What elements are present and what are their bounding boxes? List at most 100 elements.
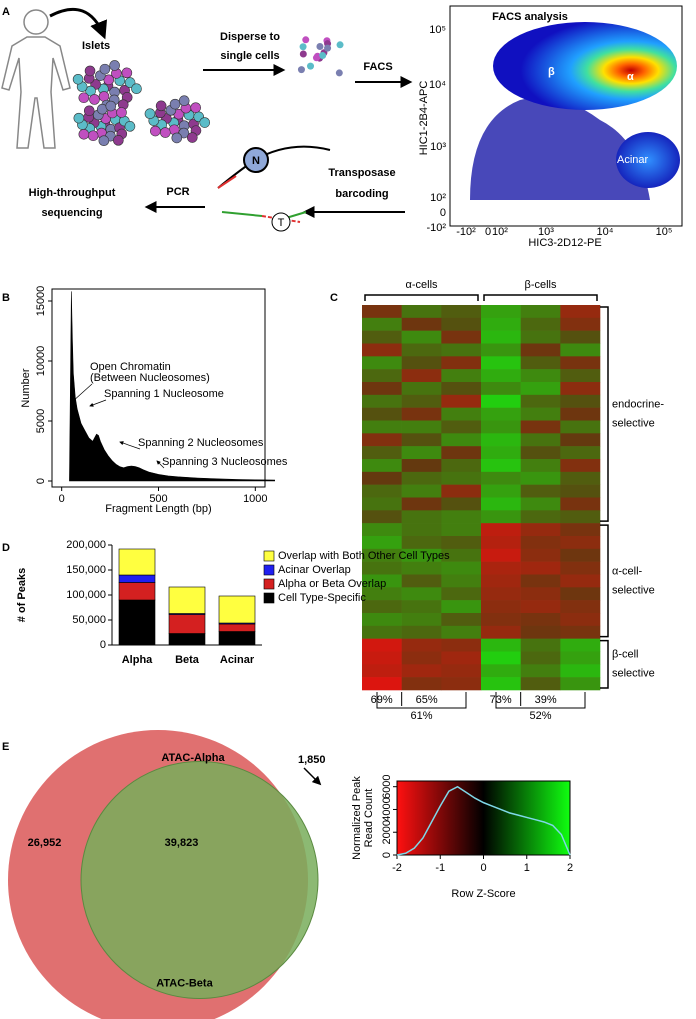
transposase-label: Transposase <box>328 167 395 179</box>
heatmap-cell <box>481 305 521 319</box>
heatmap-cell <box>401 574 442 588</box>
heatmap-cell <box>401 356 442 370</box>
legend-label: Overlap with Both Other Cell Types <box>278 550 450 562</box>
pcr-label: PCR <box>166 186 189 198</box>
heatmap-cell <box>481 510 521 524</box>
heatmap-cell <box>441 305 482 319</box>
heatmap-cell <box>441 510 482 524</box>
heatmap-cell <box>401 651 442 665</box>
column-bracket <box>364 294 479 301</box>
facs-y-tick-label: 10² <box>430 192 446 204</box>
disperse-label: Disperse to <box>220 31 280 43</box>
heatmap-cell <box>441 548 482 562</box>
overlap-bracket <box>495 692 586 709</box>
heatmap-cell <box>520 446 561 460</box>
panel-letter: A <box>2 6 10 18</box>
heatmap-cell <box>362 625 402 639</box>
heatmap-cell <box>520 407 561 421</box>
head <box>23 9 49 35</box>
facs-y-tick-label: 10³ <box>430 141 446 153</box>
heatmap-cell <box>362 330 402 344</box>
heatmap-cell <box>520 343 561 357</box>
overlap-bracket <box>376 692 467 709</box>
heatmap-cell <box>362 407 402 421</box>
heatmap-cell <box>481 446 521 460</box>
heatmap-cell <box>362 420 402 434</box>
heatmap-cell <box>441 497 482 511</box>
y-tick-label: 0 <box>100 639 106 651</box>
cell <box>105 100 117 112</box>
x-axis-label: Row Z-Score <box>451 888 515 900</box>
bar-segment <box>118 599 156 646</box>
venn-set <box>80 761 319 999</box>
facs-y-tick-label: 10⁴ <box>429 79 446 91</box>
heatmap-cell <box>441 600 482 614</box>
heatmap-cell <box>401 305 442 319</box>
heatmap-cell <box>441 433 482 447</box>
overlap-label: 69% <box>371 694 393 706</box>
heatmap-cell <box>560 433 601 447</box>
region-label: 26,952 <box>28 837 62 849</box>
heatmap-cell <box>520 330 561 344</box>
panel-letter: E <box>2 741 9 753</box>
heatmap-cell <box>362 651 402 665</box>
heatmap-cell <box>441 523 482 537</box>
color-key <box>396 780 571 856</box>
heatmap-cell <box>441 574 482 588</box>
y-tick-label: 0 <box>381 852 393 858</box>
heatmap-cell <box>560 407 601 421</box>
heatmap-cell <box>560 587 601 601</box>
cell <box>178 95 190 107</box>
heatmap-cell <box>441 459 482 473</box>
annotation-arrow <box>89 399 107 407</box>
dna <box>217 145 331 189</box>
body <box>1 36 71 149</box>
y-tick-label: 50,000 <box>72 614 106 626</box>
x-tick-label: 2 <box>567 862 573 874</box>
heatmap-cell <box>481 420 521 434</box>
heatmap-cell <box>401 677 442 691</box>
cell <box>169 98 181 110</box>
y-axis-label: Read Count <box>363 789 375 848</box>
set-label: ATAC-Beta <box>156 977 213 989</box>
heatmap-cell <box>362 523 402 537</box>
heatmap-cell <box>481 677 521 691</box>
annotation-arrow <box>71 383 93 403</box>
islets-label: Islets <box>82 40 110 52</box>
heatmap-cell <box>560 330 601 344</box>
heatmap-cell <box>560 510 601 524</box>
heatmap-cell <box>401 613 442 627</box>
heatmap-cell <box>560 459 601 473</box>
heatmap-cell <box>362 548 402 562</box>
heatmap-cell <box>520 459 561 473</box>
cell <box>150 125 161 137</box>
heatmap-cell <box>441 677 482 691</box>
heatmap-cell <box>362 433 402 447</box>
x-tick-label: 0 <box>480 862 486 874</box>
heatmap-cell <box>520 471 561 485</box>
facs-population: α <box>627 71 634 83</box>
heatmap-cell <box>441 613 482 627</box>
heatmap-cell <box>560 382 601 396</box>
heatmap-cell <box>481 587 521 601</box>
heatmap-cell <box>520 625 561 639</box>
x-tick-label: -1 <box>435 862 445 874</box>
heatmap-cell <box>441 651 482 665</box>
x-tick-label: 0 <box>59 493 65 505</box>
x-tick-label: Acinar <box>220 654 255 666</box>
annotation: (Between Nucleosomes) <box>90 372 210 384</box>
cell <box>131 83 142 94</box>
x-tick-label: 1 <box>524 862 530 874</box>
heatmap-cell <box>401 536 442 550</box>
facs-population: β <box>548 66 555 78</box>
overlap-label: 52% <box>529 710 551 722</box>
heatmap-cell <box>481 536 521 550</box>
overlap-label: 73% <box>490 694 512 706</box>
heatmap-cell <box>401 484 442 498</box>
heatmap-cell <box>560 523 601 537</box>
heatmap-cell <box>520 651 561 665</box>
panel-letter: C <box>330 292 338 304</box>
facs-y-tick-label: 10⁵ <box>429 24 446 36</box>
heatmap-cell <box>481 356 521 370</box>
overlap-label: 65% <box>416 694 438 706</box>
